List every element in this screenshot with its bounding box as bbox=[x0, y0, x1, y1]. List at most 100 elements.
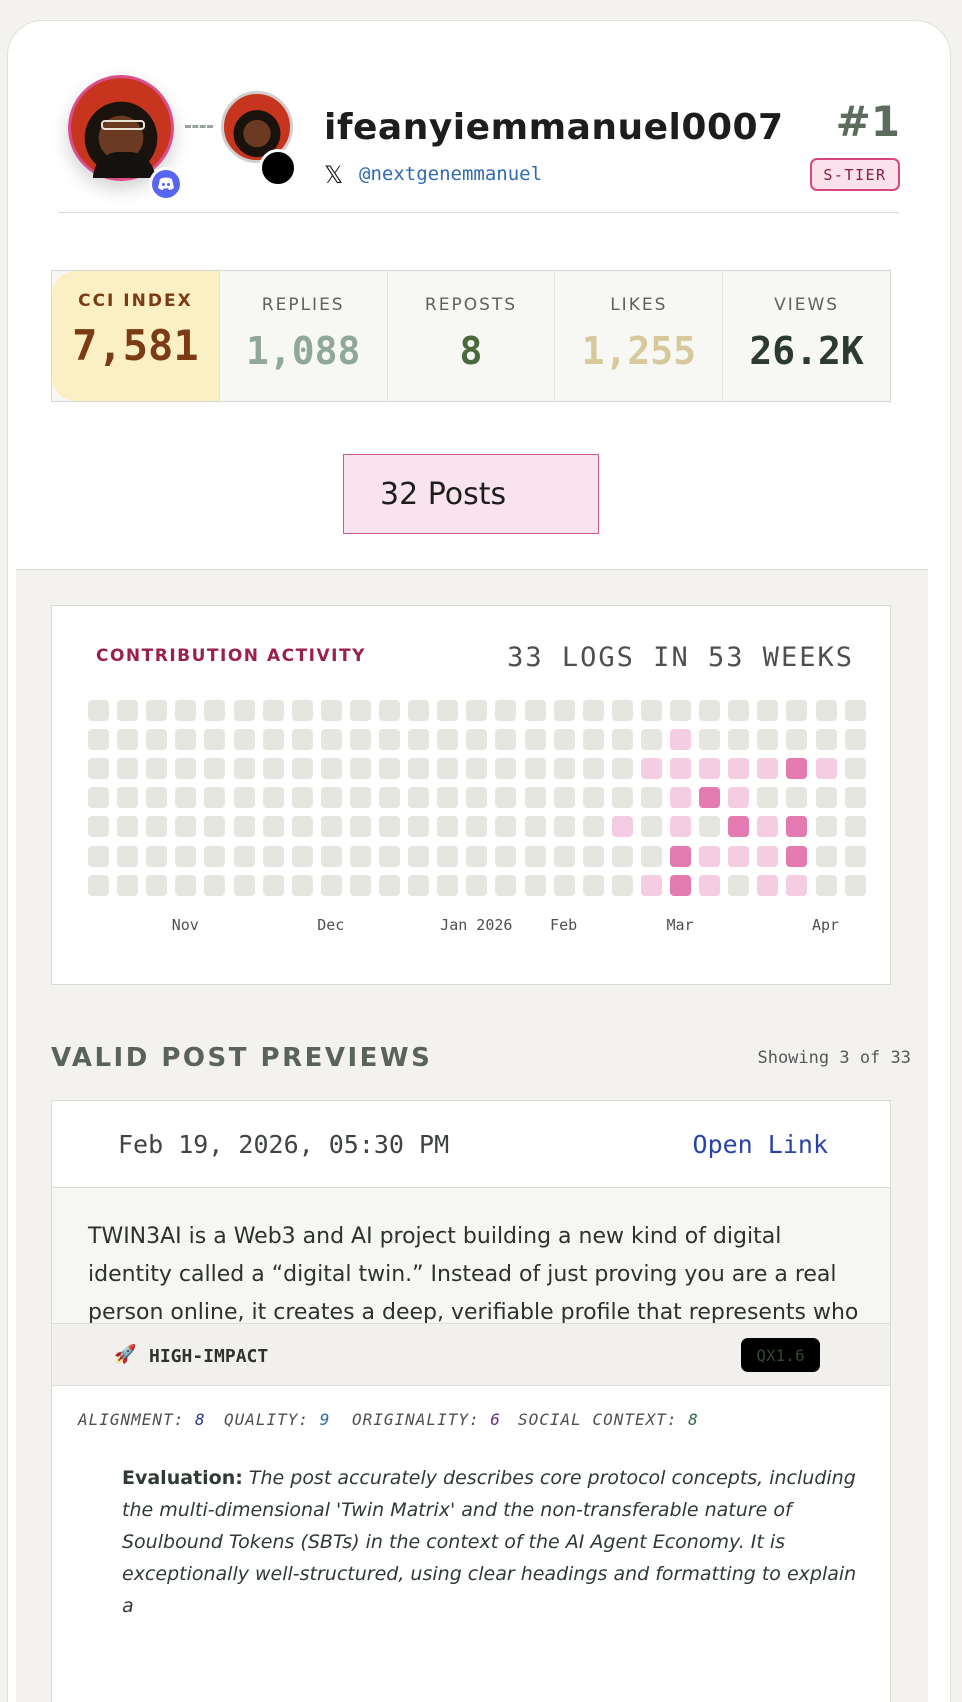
evaluation-section: Evaluation: The post accurately describe… bbox=[52, 1456, 890, 1702]
heatmap-cell bbox=[117, 758, 139, 780]
heatmap-cell bbox=[582, 787, 604, 809]
heatmap-cell bbox=[204, 758, 226, 780]
score-value: 6 bbox=[490, 1410, 501, 1429]
stat-value: 8 bbox=[459, 329, 483, 373]
heatmap-cell bbox=[349, 729, 371, 751]
heatmap-cell bbox=[408, 758, 430, 780]
heatmap-cell bbox=[786, 729, 808, 751]
stat-label: VIEWS bbox=[774, 295, 840, 315]
impact-bar: 🚀 HIGH-IMPACT QX1.6 bbox=[52, 1323, 890, 1386]
heatmap-cell bbox=[262, 700, 284, 721]
heatmap-cell bbox=[117, 729, 139, 751]
heatmap-cell bbox=[582, 729, 604, 751]
heatmap-cell bbox=[640, 845, 662, 867]
heatmap-cell bbox=[233, 700, 255, 721]
heatmap-cell bbox=[757, 729, 779, 751]
posts-count-button[interactable]: 32 Posts bbox=[343, 454, 599, 534]
heatmap-cell bbox=[640, 758, 662, 780]
x-logo-icon: 𝕏 bbox=[324, 161, 344, 189]
heatmap-cell bbox=[320, 729, 342, 751]
open-link-button[interactable]: Open Link bbox=[692, 1130, 828, 1159]
heatmap-cell bbox=[815, 729, 837, 751]
discord-icon bbox=[149, 167, 183, 201]
heatmap-cell bbox=[146, 758, 168, 780]
heatmap-cell bbox=[786, 787, 808, 809]
heatmap-cell bbox=[611, 845, 633, 867]
heatmap-cell bbox=[553, 758, 575, 780]
heatmap-cell bbox=[233, 729, 255, 751]
account-link-connector bbox=[185, 125, 213, 128]
heatmap-cell bbox=[670, 700, 691, 721]
heatmap-cell bbox=[728, 729, 750, 751]
heatmap-cell bbox=[699, 758, 721, 780]
heatmap-cell bbox=[117, 816, 139, 838]
stat-reposts: REPOSTS 8 bbox=[388, 271, 556, 401]
heatmap-cell bbox=[379, 845, 400, 867]
heatmap-cell bbox=[757, 874, 779, 896]
heatmap-cell bbox=[495, 758, 517, 780]
heatmap-cell bbox=[88, 729, 109, 751]
heatmap-cell bbox=[233, 787, 255, 809]
score-label: ORIGINALITY: bbox=[352, 1410, 480, 1429]
heatmap-cell bbox=[757, 700, 779, 721]
score-social-context: SOCIAL CONTEXT: 8 bbox=[518, 1410, 699, 1429]
heatmap-cell bbox=[437, 700, 459, 721]
heatmap-cell bbox=[379, 758, 400, 780]
heatmap-cell bbox=[320, 700, 342, 721]
username: ifeanyiemmanuel0007 bbox=[324, 107, 784, 148]
heatmap-cell bbox=[379, 874, 400, 896]
heatmap-cell bbox=[175, 787, 197, 809]
heatmap-cell bbox=[146, 816, 168, 838]
stat-label: LIKES bbox=[610, 295, 668, 315]
multiplier-badge: QX1.6 bbox=[741, 1338, 820, 1372]
heatmap-cell bbox=[728, 758, 750, 780]
activity-log-count: 33 LOGS IN 53 WEEKS bbox=[507, 642, 854, 673]
heatmap-cell bbox=[146, 787, 168, 809]
heatmap-cell bbox=[611, 874, 633, 896]
heatmap-cell bbox=[495, 816, 517, 838]
heatmap-cell bbox=[349, 845, 371, 867]
heatmap-cell bbox=[699, 700, 721, 721]
heatmap-cell bbox=[670, 874, 691, 896]
heatmap-cell bbox=[786, 845, 808, 867]
heatmap-cell bbox=[466, 729, 488, 751]
heatmap-cell bbox=[699, 787, 721, 809]
heatmap-cell bbox=[320, 845, 342, 867]
heatmap-cell bbox=[815, 758, 837, 780]
heatmap-cell bbox=[204, 729, 226, 751]
heatmap-cell bbox=[262, 729, 284, 751]
stat-value: 26.2K bbox=[749, 329, 864, 373]
stat-cci-index: CCI INDEX 7,581 bbox=[52, 271, 220, 401]
previews-title: VALID POST PREVIEWS bbox=[51, 1043, 433, 1073]
heatmap-cell bbox=[88, 787, 109, 809]
tier-badge: S-TIER bbox=[810, 158, 900, 191]
header-divider bbox=[59, 212, 899, 213]
post-date: Feb 19, 2026, 05:30 PM bbox=[118, 1130, 450, 1159]
stat-label: REPOSTS bbox=[424, 295, 518, 315]
heatmap-cell bbox=[204, 845, 226, 867]
heatmap-cell bbox=[408, 787, 430, 809]
heatmap-cell bbox=[670, 758, 691, 780]
heatmap-cell bbox=[291, 758, 313, 780]
heatmap-cell bbox=[844, 787, 866, 809]
score-row: ALIGNMENT: 8 QUALITY: 9 ORIGINALITY: 6 S… bbox=[52, 1386, 890, 1456]
heatmap-cell bbox=[291, 700, 313, 721]
stat-likes: LIKES 1,255 bbox=[555, 271, 724, 401]
heatmap-cell bbox=[699, 729, 721, 751]
heatmap-cell bbox=[233, 845, 255, 867]
heatmap-cell bbox=[349, 816, 371, 838]
avatar-shirt bbox=[93, 152, 155, 178]
heatmap-cell bbox=[408, 700, 430, 721]
heatmap-cell bbox=[146, 874, 168, 896]
activity-title: CONTRIBUTION ACTIVITY bbox=[96, 646, 366, 666]
heatmap-cell bbox=[670, 845, 691, 867]
heatmap-cell bbox=[379, 816, 400, 838]
heatmap-cell bbox=[233, 874, 255, 896]
heatmap-month-label: Jan 2026 bbox=[440, 916, 513, 934]
heatmap-cell bbox=[379, 700, 400, 721]
heatmap-cell bbox=[262, 787, 284, 809]
x-handle-link[interactable]: @nextgenemmanuel bbox=[359, 163, 543, 185]
discord-icon-glyph bbox=[158, 177, 174, 190]
score-label: SOCIAL CONTEXT: bbox=[518, 1410, 678, 1429]
score-value: 8 bbox=[688, 1410, 699, 1429]
